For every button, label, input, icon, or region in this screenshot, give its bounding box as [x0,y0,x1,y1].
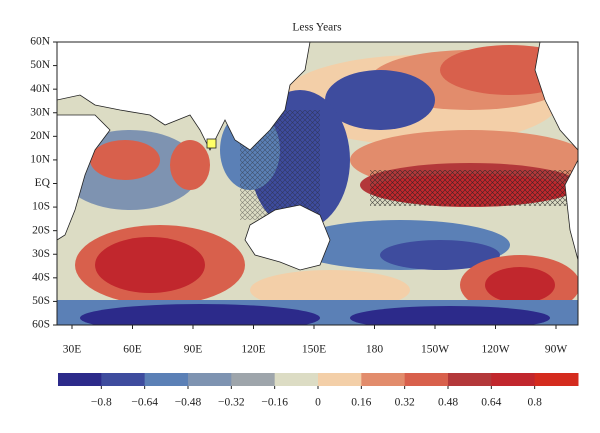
lat-label: 30N [30,106,51,118]
colorbar-label: 0.8 [527,397,542,409]
colorbar-box [318,373,362,386]
lat-label: 50N [30,59,51,71]
colorbar-label: −0.8 [91,397,112,409]
colorbar-label: 0.64 [481,397,501,409]
lat-label: 60N [30,36,51,48]
colorbar-label: −0.48 [175,397,202,409]
colorbar-box [448,373,492,386]
colorbar-box [274,373,319,386]
lon-label: 90W [545,344,568,356]
lat-label: 60S [32,319,50,331]
lon-label: 30E [63,344,82,356]
colorbar-label: 0.48 [438,397,458,409]
lat-label: 30S [32,248,50,260]
colorbar-box [534,373,579,386]
colorbar-box [144,373,189,386]
colorbar-box [404,373,449,386]
colorbar-box [188,373,232,386]
colorbar-label: −0.64 [131,397,158,409]
lon-label: 150E [302,344,326,356]
lat-label: EQ [35,177,51,189]
colorbar-label: 0.32 [395,397,415,409]
colorbar-box [491,373,536,386]
lat-label: 20S [32,224,50,236]
title: Less Years [292,22,342,34]
lat-label: 40S [32,271,50,283]
lon-label: 150W [421,344,449,356]
colorbar-box [58,373,102,386]
map-field [57,42,578,325]
colorbar-label: −0.32 [218,397,245,409]
lon-label: 180 [366,344,384,356]
colorbar-label: 0.16 [351,397,371,409]
lon-label: 120E [241,344,265,356]
lat-label: 10S [32,201,50,213]
lat-label: 50S [32,295,50,307]
lat-label: 10N [30,154,51,166]
lat-label: 20N [30,130,51,142]
colorbar-box [101,373,146,386]
lat-label: 40N [30,83,51,95]
lon-label: 90E [184,344,203,356]
colorbar-label: 0 [315,397,321,409]
lon-label: 60E [123,344,142,356]
lon-label: 120W [481,344,509,356]
colorbar-label: −0.16 [261,397,288,409]
colorbar-box [231,373,276,386]
colorbar-box [361,373,406,386]
marker [206,138,217,149]
